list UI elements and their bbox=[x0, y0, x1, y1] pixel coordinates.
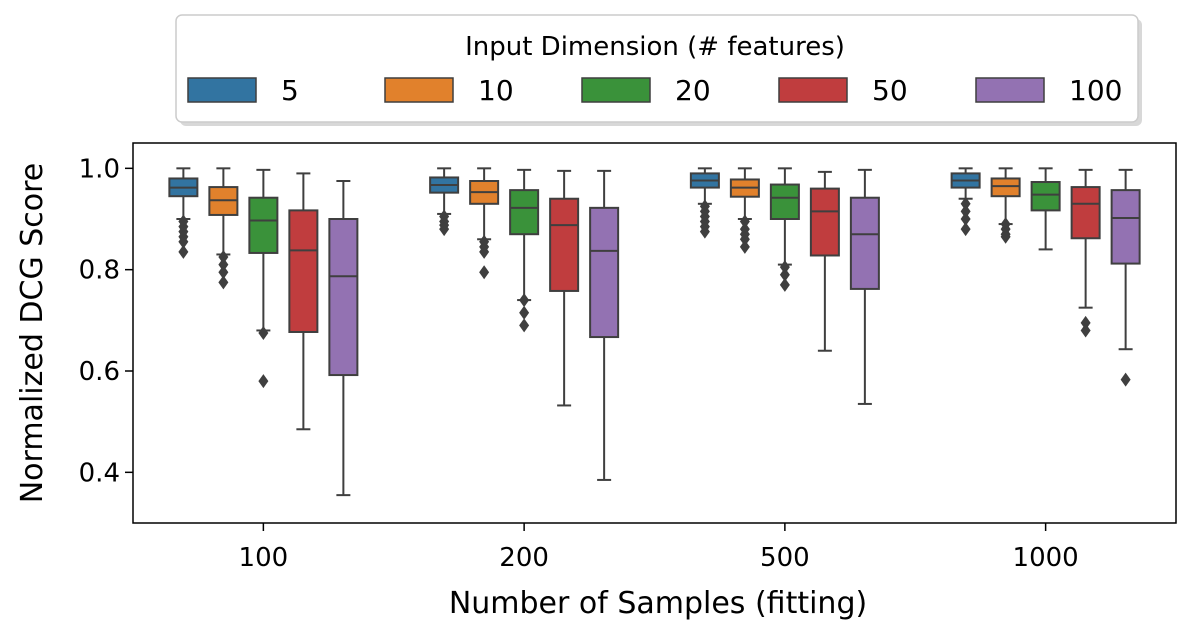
box-50-100 bbox=[288, 172, 319, 431]
box-5-1000 bbox=[950, 167, 981, 237]
box-100-1000 bbox=[1110, 168, 1141, 387]
legend-swatch bbox=[581, 77, 651, 103]
outlier-point bbox=[960, 196, 971, 211]
box-10-200 bbox=[469, 167, 500, 280]
iqr-box bbox=[849, 196, 880, 290]
box-20-1000 bbox=[1030, 167, 1061, 251]
legend-entry: 20 bbox=[581, 74, 711, 107]
legend-label: 100 bbox=[1069, 74, 1122, 107]
x-axis: 100 200 500 1000 bbox=[239, 523, 1079, 573]
legend-swatch bbox=[384, 77, 454, 103]
iqr-box bbox=[288, 209, 319, 333]
iqr-box bbox=[589, 206, 620, 339]
legend-entry: 50 bbox=[778, 74, 908, 107]
outlier-point bbox=[519, 305, 530, 320]
outlier-point bbox=[779, 260, 790, 275]
box-50-500 bbox=[809, 170, 840, 352]
box-20-200 bbox=[509, 168, 540, 333]
iqr-box bbox=[549, 197, 580, 292]
outlier-point bbox=[519, 293, 530, 308]
outlier-point bbox=[1000, 229, 1011, 244]
box-10-100 bbox=[208, 167, 239, 290]
legend-title: Input Dimension (# features) bbox=[465, 32, 845, 62]
plot-area bbox=[168, 167, 1141, 497]
outlier-point bbox=[178, 244, 189, 259]
outlier-point bbox=[739, 239, 750, 254]
outlier-point bbox=[218, 265, 229, 280]
y-tick-label: 0.6 bbox=[79, 357, 120, 387]
outlier-point bbox=[1120, 372, 1131, 387]
outlier-point bbox=[779, 267, 790, 282]
legend-label: 10 bbox=[478, 74, 514, 107]
iqr-box bbox=[328, 218, 359, 377]
box-100-200 bbox=[589, 169, 620, 481]
outlier-point bbox=[258, 326, 269, 340]
iqr-box bbox=[509, 189, 540, 236]
x-axis-label: Number of Samples (fitting) bbox=[449, 586, 867, 621]
box-20-100 bbox=[248, 168, 279, 389]
legend-entry: 5 bbox=[187, 74, 299, 107]
outlier-point bbox=[739, 214, 750, 229]
legend-entry: 100 bbox=[975, 74, 1122, 107]
outlier-point bbox=[699, 224, 710, 239]
iqr-box bbox=[769, 183, 800, 220]
legend-label: 50 bbox=[872, 74, 908, 107]
iqr-box bbox=[809, 187, 840, 257]
box-10-1000 bbox=[990, 167, 1021, 244]
box-10-500 bbox=[729, 167, 760, 254]
outlier-point bbox=[960, 204, 971, 219]
box-50-200 bbox=[549, 169, 580, 407]
outlier-point bbox=[218, 257, 229, 272]
y-axis-label: Normalized DCG Score bbox=[15, 163, 50, 504]
iqr-box bbox=[1030, 181, 1061, 212]
legend-entries: 5 10 20 50 100 bbox=[187, 74, 1122, 107]
box-5-500 bbox=[689, 167, 720, 239]
box-100-500 bbox=[849, 168, 880, 405]
outlier-point bbox=[1080, 315, 1091, 330]
legend-label: 5 bbox=[281, 74, 299, 107]
outlier-point bbox=[218, 250, 229, 264]
y-tick-label: 0.8 bbox=[79, 256, 120, 286]
box-5-200 bbox=[429, 167, 460, 237]
legend-swatch bbox=[975, 77, 1045, 103]
outlier-point bbox=[479, 265, 490, 280]
legend-swatch bbox=[778, 77, 848, 103]
outlier-point bbox=[1080, 323, 1091, 338]
outlier-point bbox=[960, 212, 971, 226]
outlier-point bbox=[519, 318, 530, 333]
outlier-point bbox=[479, 244, 490, 259]
outlier-point bbox=[258, 374, 269, 389]
outlier-point bbox=[218, 275, 229, 290]
box-50-1000 bbox=[1070, 168, 1101, 338]
outlier-point bbox=[739, 232, 750, 247]
outlier-point bbox=[178, 234, 189, 249]
x-tick-label: 100 bbox=[239, 543, 289, 573]
outlier-point bbox=[779, 277, 790, 292]
legend-swatch bbox=[187, 77, 257, 103]
outlier-point bbox=[439, 222, 450, 237]
x-tick-label: 1000 bbox=[1013, 543, 1079, 573]
iqr-box bbox=[1110, 189, 1141, 265]
y-tick-label: 1.0 bbox=[79, 154, 120, 184]
y-axis: 0.4 0.6 0.8 1.0 bbox=[79, 154, 133, 488]
iqr-box bbox=[248, 196, 279, 254]
box-5-100 bbox=[168, 167, 199, 259]
box-100-100 bbox=[328, 180, 359, 497]
y-tick-label: 0.4 bbox=[79, 458, 120, 488]
x-tick-label: 500 bbox=[760, 543, 810, 573]
x-tick-label: 200 bbox=[499, 543, 549, 573]
iqr-box bbox=[1070, 186, 1101, 240]
legend-label: 20 bbox=[675, 74, 711, 107]
legend-entry: 10 bbox=[384, 74, 514, 107]
plot-frame bbox=[132, 142, 1177, 524]
legend: Input Dimension (# features) 5 10 20 50 100 bbox=[175, 14, 1142, 126]
iqr-box bbox=[990, 177, 1021, 198]
box-20-500 bbox=[769, 167, 800, 292]
outlier-point bbox=[960, 222, 971, 237]
